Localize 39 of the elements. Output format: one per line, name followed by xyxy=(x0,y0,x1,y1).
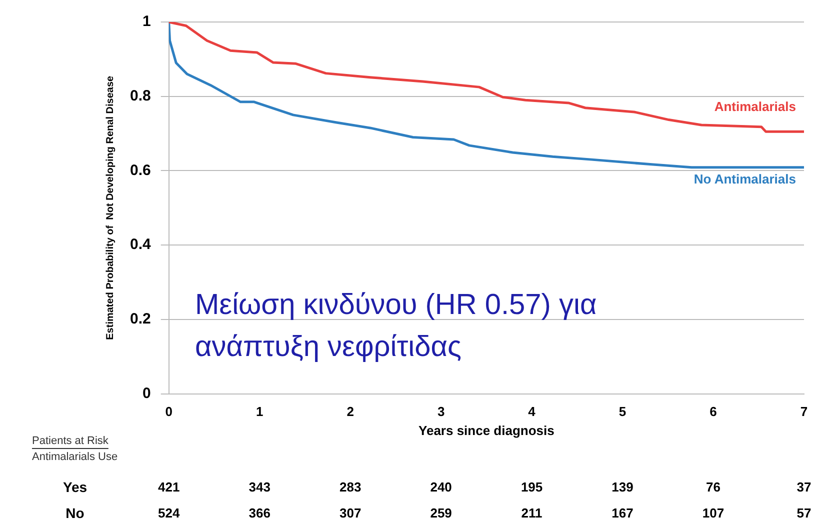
text: 76 xyxy=(706,480,720,495)
x-tick-label: 2 xyxy=(346,404,354,420)
y-tick-label: 0.6 xyxy=(130,162,151,179)
annotation: Μείωση κινδύνου (HR 0.57) για ανάπτυξη νεφρίτιδας xyxy=(195,289,597,363)
text: Antimalarials Use xyxy=(32,451,118,464)
text: 366 xyxy=(248,506,270,521)
text: 524 xyxy=(158,506,180,521)
x-tick-label: 6 xyxy=(710,404,717,420)
y-tick-label: 0.2 xyxy=(130,310,151,328)
series-label: No Antimalarials xyxy=(694,171,796,186)
text: Patients at Risk xyxy=(32,435,109,448)
text: 211 xyxy=(521,506,542,521)
text: 343 xyxy=(248,480,270,495)
x-tick-label: 1 xyxy=(256,404,264,420)
y-tick-label: 0 xyxy=(142,384,151,402)
x-tick-label: 0 xyxy=(165,404,172,420)
y-tick-label: 1 xyxy=(142,13,151,30)
text: 57 xyxy=(796,506,812,521)
series-label: Antimalarials xyxy=(714,98,796,114)
y-tick-label: 0.4 xyxy=(130,236,152,254)
x-tick-label: 4 xyxy=(528,404,536,420)
text: 307 xyxy=(339,506,362,521)
text: 283 xyxy=(339,480,362,495)
text: 167 xyxy=(612,506,634,521)
x-tick-label: 3 xyxy=(437,404,445,420)
y-axis-title: Estimated Probability of Not Developing Renal Disease xyxy=(104,75,116,340)
text: No xyxy=(66,504,84,521)
x-tick-label: 5 xyxy=(618,404,626,420)
x-axis-title: Years since diagnosis xyxy=(418,422,554,438)
text: 195 xyxy=(520,480,543,495)
text: Yes xyxy=(62,478,88,495)
text: 240 xyxy=(430,480,452,495)
text: 37 xyxy=(796,480,812,495)
text: 259 xyxy=(430,506,452,521)
text: 139 xyxy=(612,480,634,495)
y-tick-label: 0.8 xyxy=(130,88,151,104)
x-tick-label: 7 xyxy=(800,404,808,420)
text: 421 xyxy=(158,480,180,495)
text: 107 xyxy=(702,506,724,521)
